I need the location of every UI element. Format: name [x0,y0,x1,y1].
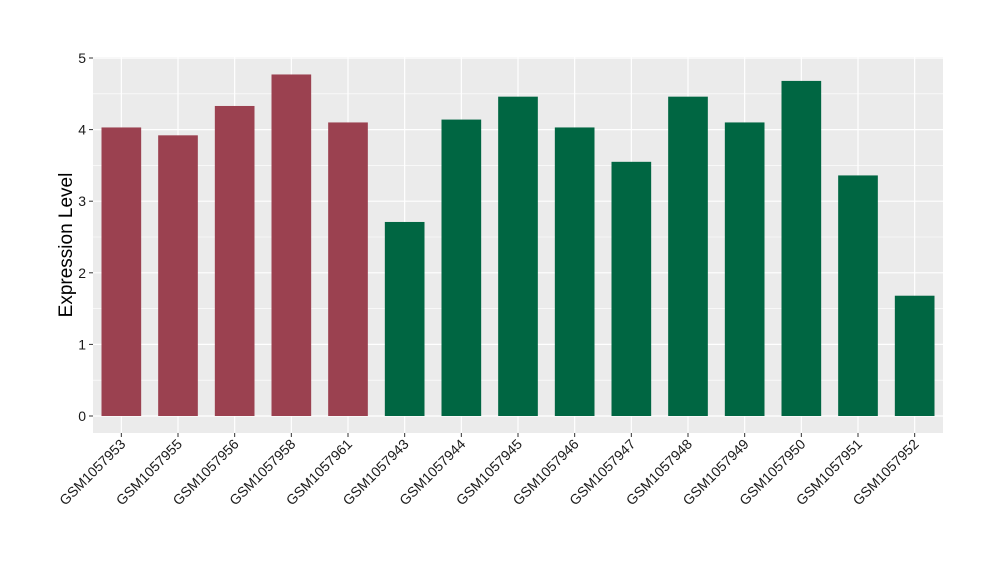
bar-GSM1057950 [781,80,822,417]
y-tick-label: 3 [78,193,86,209]
bar-GSM1057943 [384,221,425,416]
bar-GSM1057955 [158,135,198,416]
bar-GSM1057947 [611,161,652,416]
y-tick-label: 2 [78,265,86,281]
bars [101,74,935,417]
y-tick-label: 0 [78,408,86,424]
x-axis: GSM1057953GSM1057955GSM1057956GSM1057958… [56,433,922,508]
bar-GSM1057946 [554,127,595,417]
bar-GSM1057944 [441,119,482,417]
y-tick-label: 4 [78,122,86,138]
bar-GSM1057956 [214,105,255,417]
y-axis: 0 1 2 3 4 5 [78,50,93,424]
bar-GSM1057953 [101,127,142,417]
bar-GSM1057951 [838,175,878,416]
y-axis-title: Expression Level [56,173,77,318]
y-tick-label: 5 [78,50,86,66]
y-tick-label: 1 [78,336,86,352]
bar-GSM1057952 [894,295,935,416]
bar-GSM1057948 [668,96,708,416]
bar-GSM1057961 [328,122,368,416]
bar-GSM1057949 [724,122,765,416]
bar-GSM1057958 [271,74,312,416]
bar-GSM1057945 [498,96,538,416]
